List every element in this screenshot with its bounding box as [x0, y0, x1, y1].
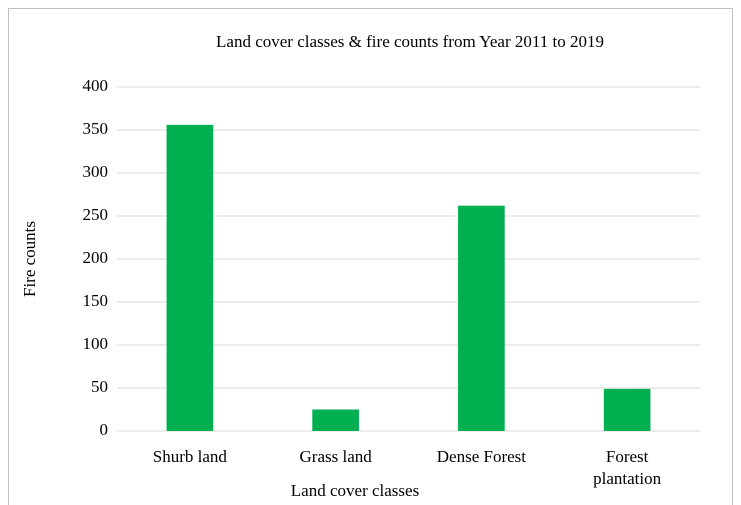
x-tick-label: Shurb land [152, 447, 227, 466]
y-tick-label: 400 [83, 76, 109, 95]
y-tick-label: 300 [83, 162, 109, 181]
y-tick-label: 350 [83, 119, 109, 138]
y-tick-label: 100 [83, 334, 109, 353]
y-tick-label: 250 [83, 205, 109, 224]
chart-title: Land cover classes & fire counts from Ye… [216, 32, 604, 51]
y-tick-label: 150 [83, 291, 109, 310]
y-tick-label: 50 [91, 377, 108, 396]
chart-frame [8, 8, 733, 505]
x-tick-label: Forest plantation [593, 447, 662, 488]
y-tick-label: 200 [83, 248, 109, 267]
x-tick-label: Dense Forest [436, 447, 526, 466]
x-tick-label: Grass land [299, 447, 372, 466]
y-axis-title: Fire counts [20, 221, 39, 297]
bar [166, 124, 214, 431]
bar [312, 409, 359, 431]
bar [458, 205, 505, 431]
x-axis-title: Land cover classes [291, 481, 419, 500]
bar [603, 388, 651, 431]
y-tick-label: 0 [100, 420, 109, 439]
